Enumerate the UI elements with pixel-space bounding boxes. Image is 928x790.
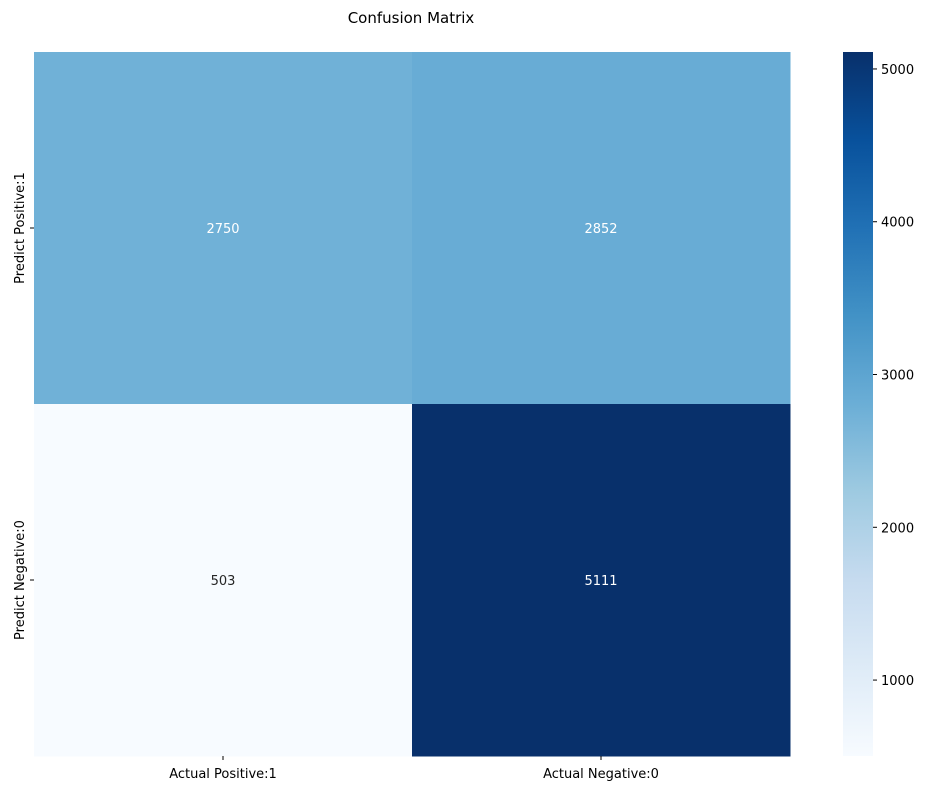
colorbar-tick-label: 5000	[881, 63, 914, 78]
colorbar-tick-label: 3000	[881, 369, 914, 384]
heatmap-cell	[34, 404, 413, 757]
y-tick-label: Predict Positive:1	[13, 172, 28, 284]
chart-title: Confusion Matrix	[348, 9, 475, 27]
cell-value-label: 5111	[584, 574, 617, 589]
cell-value-label: 2852	[584, 222, 617, 237]
cell-value-label: 2750	[206, 222, 239, 237]
cell-value-label: 503	[211, 574, 236, 589]
y-axis: Predict Positive:1 Predict Negative:0	[13, 172, 34, 640]
colorbar-tick-label: 2000	[881, 521, 914, 536]
colorbar	[843, 52, 873, 756]
heatmap-cells: 2750 2852 503 5111	[34, 52, 791, 757]
x-axis: Actual Positive:1 Actual Negative:0	[169, 756, 659, 782]
heatmap-cell	[412, 52, 791, 405]
x-tick-label: Actual Positive:1	[169, 767, 277, 782]
colorbar-tick-label: 1000	[881, 674, 914, 689]
x-tick-label: Actual Negative:0	[543, 767, 659, 782]
y-tick-label: Predict Negative:0	[13, 520, 28, 640]
colorbar-axis: 1000 2000 3000 4000 5000	[873, 63, 914, 689]
heatmap-cell	[34, 52, 413, 405]
colorbar-tick-label: 4000	[881, 216, 914, 231]
heatmap-cell	[412, 404, 791, 757]
